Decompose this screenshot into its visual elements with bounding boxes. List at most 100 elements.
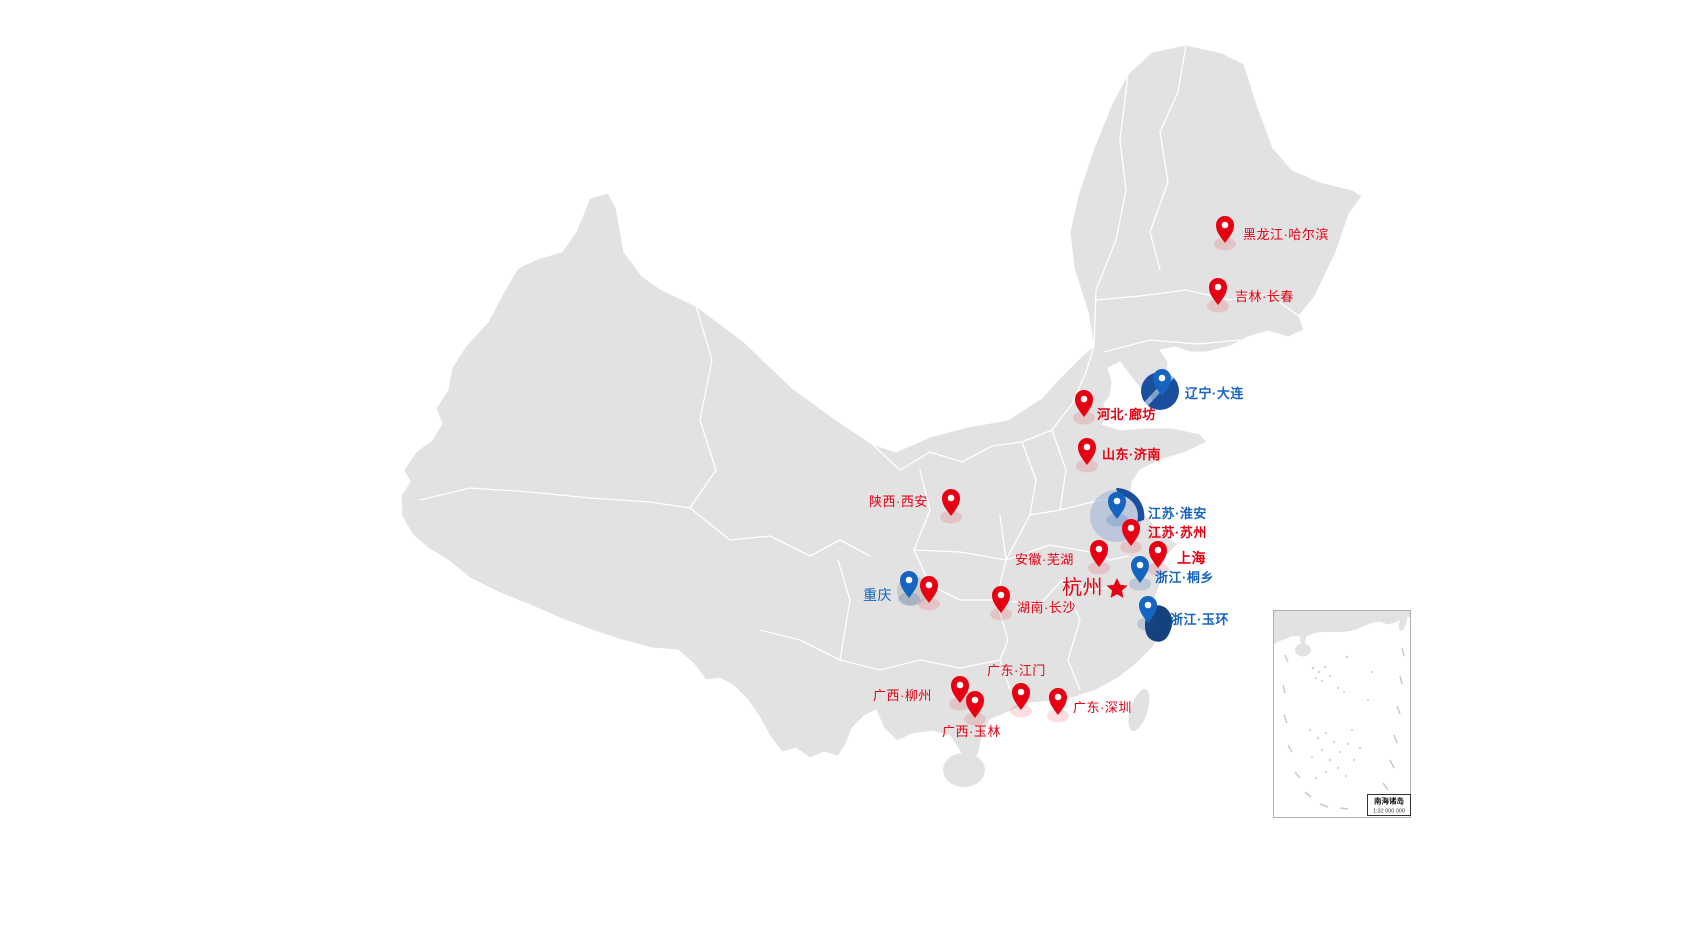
pin-shadow — [898, 592, 920, 606]
pin-shadow — [1207, 299, 1229, 313]
pin-shadow — [1151, 390, 1173, 404]
marker-jilin-changchun[interactable]: 吉林·长春 — [1207, 278, 1294, 313]
taiwan-island — [1128, 688, 1150, 732]
pin-hole — [1095, 545, 1103, 553]
marker-shanghai[interactable]: 上海 — [1147, 541, 1206, 576]
location-pin-icon — [1012, 683, 1030, 710]
city-label-guangxi-liuzhou: 广西·柳州 — [873, 688, 932, 703]
city-label-hebei-langfang: 河北·廊坊 — [1097, 407, 1156, 422]
pin-shadow — [1076, 459, 1098, 473]
inset-hainan — [1295, 643, 1311, 657]
city-label-chongqing-blue: 重庆 — [863, 587, 892, 603]
location-pin-icon — [900, 571, 918, 598]
pin-hole — [1127, 524, 1135, 532]
inset-dash-line — [1282, 647, 1405, 810]
marker-shandong-jinan[interactable]: 山东·济南 — [1076, 438, 1161, 473]
marker-heilongjiang-haerbin[interactable]: 黑龙江·哈尔滨 — [1214, 216, 1329, 251]
location-pin-icon — [942, 489, 960, 516]
marker-shaanxi-xian[interactable]: 陕西·西安 — [869, 489, 962, 524]
pin-hole — [1221, 221, 1229, 229]
location-pin-icon — [1078, 438, 1096, 465]
city-label-jiangsu-suzhou: 江苏·苏州 — [1148, 525, 1207, 540]
city-label-hunan-changsha: 湖南·长沙 — [1017, 600, 1076, 615]
location-pin-icon — [1108, 492, 1126, 519]
location-pin-icon — [1075, 390, 1093, 417]
inset-title: 南海诸岛 — [1374, 796, 1404, 806]
pin-shadow — [918, 597, 940, 611]
pin-shadow — [964, 712, 986, 726]
headquarters-label: 杭州 — [1062, 576, 1103, 599]
city-label-shandong-jinan: 山东·济南 — [1102, 447, 1161, 462]
pin-hole — [1214, 283, 1222, 291]
pin-hole — [1113, 497, 1121, 505]
inset-border — [1273, 610, 1411, 818]
pin-hole — [925, 581, 933, 589]
pin-shadow — [1137, 617, 1159, 631]
inset-islands — [1308, 655, 1374, 780]
china-mainland — [400, 44, 1363, 768]
pin-shadow — [990, 607, 1012, 621]
city-label-jiangsu-huaian: 江苏·淮安 — [1148, 506, 1207, 521]
city-label-heilongjiang-haerbin: 黑龙江·哈尔滨 — [1243, 227, 1329, 242]
location-pin-icon — [1122, 519, 1140, 546]
city-label-guangxi-yulin: 广西·玉林 — [942, 724, 1001, 739]
pin-shadow — [1106, 513, 1128, 527]
huaian-region-crescent — [1116, 487, 1145, 522]
location-pin-icon — [1049, 688, 1067, 715]
pin-shadow — [1010, 704, 1032, 718]
location-pin-icon — [1139, 596, 1157, 623]
pin-hole — [1083, 443, 1091, 451]
marker-chongqing-blue[interactable]: 重庆 — [863, 571, 920, 606]
pin-hole — [1017, 688, 1025, 696]
headquarters-star-icon[interactable] — [1106, 578, 1128, 598]
marker-hebei-langfang[interactable]: 河北·廊坊 — [1073, 390, 1156, 425]
city-label-shanghai: 上海 — [1177, 550, 1206, 566]
marker-chongqing-red[interactable] — [918, 576, 940, 611]
location-pin-icon — [992, 586, 1010, 613]
inset-taiwan — [1398, 613, 1408, 631]
inset-label-box — [1367, 794, 1411, 816]
city-label-shaanxi-xian: 陕西·西安 — [869, 494, 928, 509]
location-pin-icon — [951, 676, 969, 703]
location-pin-icon — [1209, 278, 1227, 305]
pin-hole — [956, 681, 964, 689]
pin-shadow — [1073, 411, 1095, 425]
pin-shadow — [949, 697, 971, 711]
marker-zhejiang-tongxiang[interactable]: 浙江·桐乡 — [1129, 556, 1214, 591]
location-pin-icon — [1131, 556, 1149, 583]
location-pin-icon — [1153, 369, 1171, 396]
marker-guangdong-jiangmen[interactable]: 广东·江门 — [987, 663, 1046, 718]
marker-guangdong-shenzhen[interactable]: 广东·深圳 — [1047, 688, 1132, 723]
location-pin-icon — [1090, 540, 1108, 567]
city-label-liaoning-dalian: 辽宁·大连 — [1185, 386, 1244, 401]
city-label-jilin-changchun: 吉林·长春 — [1235, 289, 1294, 304]
city-label-guangdong-shenzhen: 广东·深圳 — [1073, 700, 1132, 715]
pin-hole — [1144, 601, 1152, 609]
pin-shadow — [1147, 562, 1169, 576]
location-pin-icon — [920, 576, 938, 603]
pin-hole — [1158, 374, 1166, 382]
city-label-anhui-wuhu: 安徽·芜湖 — [1015, 552, 1074, 567]
marker-hunan-changsha[interactable]: 湖南·长沙 — [990, 586, 1076, 621]
location-pin-icon — [966, 691, 984, 718]
pin-hole — [1154, 546, 1162, 554]
pin-hole — [947, 494, 955, 502]
marker-jiangsu-suzhou[interactable]: 江苏·苏州 — [1120, 519, 1207, 554]
marker-anhui-wuhu[interactable]: 安徽·芜湖 — [1015, 540, 1110, 575]
marker-liaoning-dalian[interactable]: 辽宁·大连 — [1151, 369, 1244, 404]
markers-layer: 黑龙江·哈尔滨吉林·长春辽宁·大连河北·廊坊山东·济南陕西·西安江苏·淮安江苏·… — [863, 216, 1329, 739]
location-pin-icon — [1216, 216, 1234, 243]
pin-shadow — [1088, 561, 1110, 575]
marker-guangxi-yulin[interactable]: 广西·玉林 — [942, 691, 1001, 739]
pin-shadow — [1129, 577, 1151, 591]
inset-scale: 1:32 000 000 — [1373, 809, 1405, 815]
inset-coastline — [1274, 611, 1410, 644]
pin-shadow — [1120, 540, 1142, 554]
marker-guangxi-liuzhou[interactable]: 广西·柳州 — [873, 676, 971, 711]
marker-jiangsu-huaian[interactable]: 江苏·淮安 — [1106, 492, 1207, 527]
city-label-zhejiang-tongxiang: 浙江·桐乡 — [1155, 570, 1214, 585]
marker-zhejiang-yuhuan[interactable]: 浙江·玉环 — [1137, 596, 1229, 631]
pin-hole — [1054, 693, 1062, 701]
pin-shadow — [1214, 237, 1236, 251]
